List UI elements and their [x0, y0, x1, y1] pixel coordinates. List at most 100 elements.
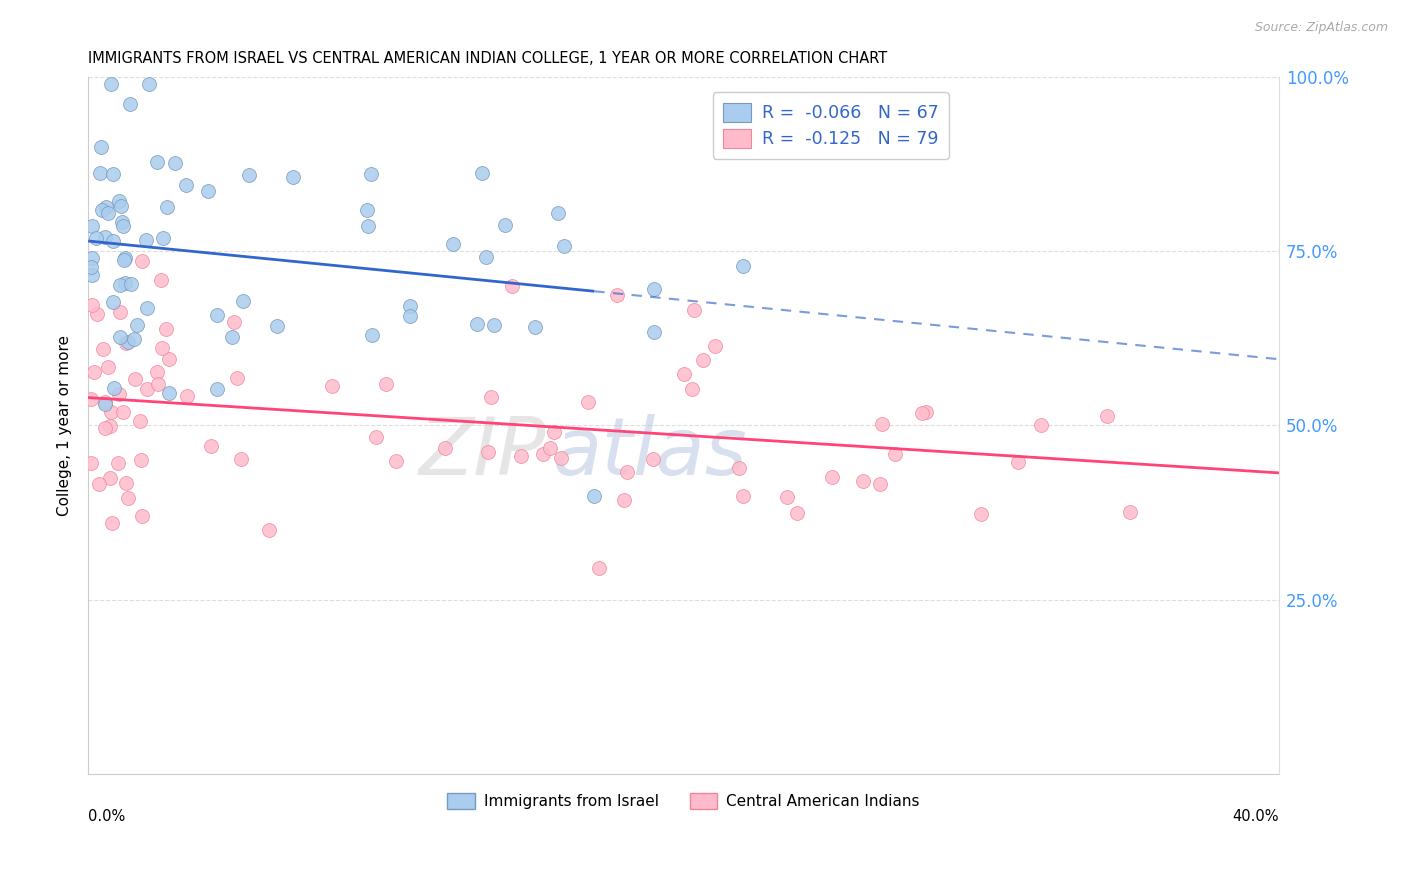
- Point: [138, 77, 160, 91]
- Point: [80, 298, 103, 312]
- Point: [86, 307, 108, 321]
- Point: [852, 475, 875, 489]
- Point: [83, 365, 105, 379]
- Point: [98, 419, 121, 434]
- Point: [91, 203, 114, 218]
- Point: [80, 251, 103, 265]
- Point: [136, 301, 159, 315]
- Point: [477, 444, 499, 458]
- Point: [281, 169, 304, 184]
- Point: [108, 194, 131, 208]
- Point: [97, 359, 120, 374]
- Point: [197, 184, 219, 198]
- Text: Source: ZipAtlas.com: Source: ZipAtlas.com: [1254, 21, 1388, 34]
- Point: [356, 203, 378, 218]
- Point: [221, 330, 243, 344]
- Point: [398, 299, 420, 313]
- Point: [970, 507, 993, 521]
- Point: [1119, 505, 1142, 519]
- Point: [174, 178, 197, 192]
- Point: [224, 315, 246, 329]
- Point: [731, 489, 754, 503]
- Point: [588, 561, 610, 575]
- Point: [94, 397, 117, 411]
- Point: [683, 303, 706, 318]
- Point: [399, 309, 422, 323]
- Point: [101, 516, 124, 531]
- Point: [111, 219, 134, 233]
- Point: [120, 277, 142, 291]
- Point: [869, 477, 891, 491]
- Point: [385, 454, 408, 468]
- Point: [146, 155, 169, 169]
- Point: [576, 395, 599, 409]
- Point: [360, 167, 382, 181]
- Point: [122, 332, 145, 346]
- Point: [523, 319, 546, 334]
- Point: [1029, 417, 1052, 432]
- Point: [374, 377, 396, 392]
- Point: [150, 273, 173, 287]
- Point: [89, 477, 111, 491]
- Point: [100, 405, 122, 419]
- Point: [101, 167, 124, 181]
- Point: [124, 372, 146, 386]
- Point: [229, 452, 252, 467]
- Point: [583, 489, 606, 503]
- Point: [157, 352, 180, 367]
- Legend: Immigrants from Israel, Central American Indians: Immigrants from Israel, Central American…: [441, 787, 925, 815]
- Point: [692, 353, 714, 368]
- Point: [616, 465, 638, 479]
- Point: [117, 335, 139, 350]
- Point: [101, 234, 124, 248]
- Point: [110, 330, 132, 344]
- Point: [145, 365, 167, 379]
- Point: [103, 381, 125, 395]
- Point: [547, 206, 569, 220]
- Point: [108, 387, 131, 401]
- Point: [82, 268, 104, 283]
- Point: [114, 276, 136, 290]
- Point: [127, 318, 149, 332]
- Point: [1007, 454, 1029, 468]
- Point: [731, 259, 754, 273]
- Point: [606, 287, 628, 301]
- Text: atlas: atlas: [553, 414, 747, 492]
- Point: [786, 506, 808, 520]
- Point: [157, 386, 180, 401]
- Point: [150, 341, 173, 355]
- Point: [107, 456, 129, 470]
- Text: 0.0%: 0.0%: [89, 809, 125, 824]
- Point: [361, 327, 384, 342]
- Point: [82, 219, 104, 234]
- Point: [482, 318, 505, 332]
- Point: [643, 326, 665, 340]
- Point: [94, 394, 117, 409]
- Point: [128, 414, 150, 428]
- Point: [364, 430, 387, 444]
- Point: [96, 200, 118, 214]
- Point: [152, 231, 174, 245]
- Point: [870, 417, 893, 431]
- Point: [257, 523, 280, 537]
- Point: [94, 229, 117, 244]
- Point: [118, 97, 141, 112]
- Point: [225, 371, 247, 385]
- Point: [110, 199, 132, 213]
- Point: [543, 425, 565, 439]
- Point: [911, 406, 934, 420]
- Point: [884, 446, 907, 460]
- Point: [232, 293, 254, 308]
- Point: [728, 461, 751, 475]
- Y-axis label: College, 1 year or more: College, 1 year or more: [58, 334, 72, 516]
- Point: [613, 493, 636, 508]
- Point: [821, 470, 844, 484]
- Point: [80, 392, 103, 407]
- Point: [129, 453, 152, 467]
- Point: [93, 342, 115, 356]
- Point: [501, 279, 523, 293]
- Point: [479, 390, 502, 404]
- Point: [131, 253, 153, 268]
- Point: [494, 218, 516, 232]
- Point: [465, 317, 488, 331]
